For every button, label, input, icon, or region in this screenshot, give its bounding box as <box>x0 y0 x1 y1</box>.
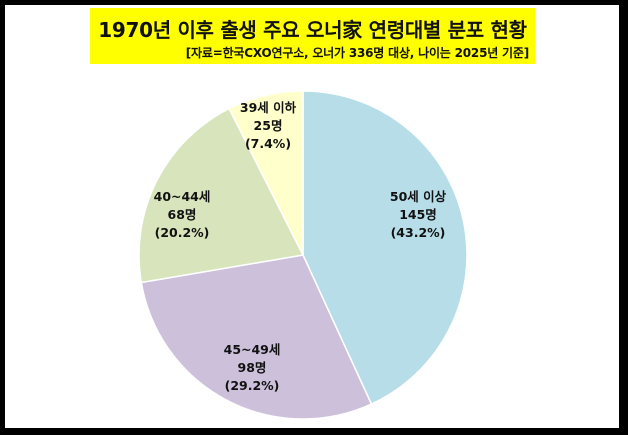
chart-source-note: [자료=한국CXO연구소, 오너가 336명 대상, 나이는 2025년 기준] <box>185 46 529 60</box>
pie-slice-50-plus <box>302 90 468 406</box>
slice-age-label: 40~44세 <box>153 189 211 204</box>
slice-percent: (20.2%) <box>154 225 210 240</box>
pie-slice-45-49 <box>140 254 373 420</box>
slice-percent: (29.2%) <box>224 378 280 393</box>
pie-slice-40-44 <box>138 107 305 284</box>
slice-label-45-49: 45~49세 98명 (29.2%) <box>224 341 281 395</box>
slice-count: 25명 <box>253 118 283 133</box>
slice-age-label: 39세 이하 <box>239 100 297 115</box>
slice-count: 98명 <box>237 360 267 375</box>
slice-label-39-under: 39세 이하 25명 (7.4%) <box>240 99 296 153</box>
slice-label-40-44: 40~44세 68명 (20.2%) <box>154 188 211 242</box>
slice-age-label: 45~49세 <box>223 342 281 357</box>
chart-title: 1970년 이후 출생 주요 오너家 연령대별 분포 현황 <box>98 18 527 42</box>
pie-slice-39-under <box>228 90 304 256</box>
slice-count: 145명 <box>399 207 437 222</box>
slice-age-label: 50세 이상 <box>389 189 447 204</box>
title-banner: 1970년 이후 출생 주요 오너家 연령대별 분포 현황 [자료=한국CXO연… <box>90 8 535 64</box>
slice-percent: (43.2%) <box>390 225 446 240</box>
slice-count: 68명 <box>167 207 197 222</box>
slice-label-50-plus: 50세 이상 145명 (43.2%) <box>390 188 446 242</box>
slice-percent: (7.4%) <box>244 136 292 151</box>
